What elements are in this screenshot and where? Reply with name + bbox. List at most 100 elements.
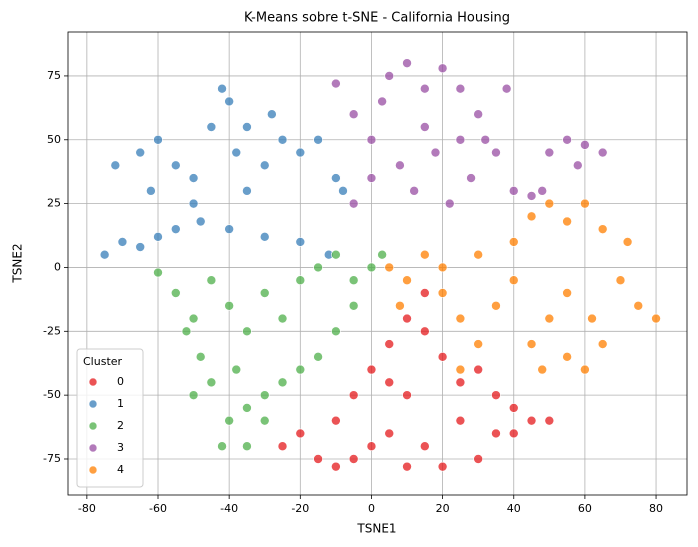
- scatter-point: [377, 96, 387, 107]
- scatter-point: [491, 300, 501, 311]
- scatter-point: [206, 377, 217, 388]
- scatter-point: [277, 134, 288, 145]
- scatter-point: [491, 147, 501, 158]
- scatter-point: [277, 441, 288, 452]
- scatter-point: [473, 339, 483, 349]
- scatter-point: [224, 300, 234, 311]
- scatter-point: [420, 441, 430, 452]
- scatter-point: [402, 461, 412, 472]
- scatter-point: [508, 275, 519, 286]
- scatter-point: [206, 122, 217, 132]
- scatter-point: [242, 186, 252, 196]
- scatter-point: [508, 237, 519, 247]
- y-tick-label: 50: [47, 133, 61, 146]
- scatter-point: [437, 461, 448, 472]
- scatter-point: [420, 288, 430, 298]
- scatter-point: [242, 326, 252, 337]
- scatter-point: [313, 454, 323, 464]
- scatter-point: [242, 122, 252, 132]
- scatter-point: [402, 313, 412, 324]
- legend-marker: [88, 377, 98, 387]
- scatter-point: [242, 441, 252, 452]
- y-tick-label: 75: [47, 69, 61, 82]
- scatter-point: [366, 173, 377, 183]
- scatter-point: [572, 160, 583, 171]
- scatter-point: [224, 224, 234, 234]
- x-tick-label: 0: [368, 502, 375, 515]
- scatter-point: [395, 300, 405, 311]
- plot-frame: [67, 31, 688, 496]
- scatter-point: [313, 262, 323, 273]
- scatter-point: [622, 237, 633, 247]
- scatter-point: [508, 186, 519, 196]
- scatter-point: [188, 173, 199, 183]
- scatter-point: [562, 134, 572, 145]
- scatter-point: [135, 242, 146, 252]
- legend-marker: [88, 443, 98, 453]
- scatter-point: [420, 326, 430, 337]
- x-axis-label: TSNE1: [356, 522, 396, 536]
- x-tick-label: 20: [436, 502, 450, 515]
- scatter-point: [135, 147, 146, 158]
- scatter-point: [480, 134, 491, 145]
- scatter-point: [277, 377, 288, 388]
- scatter-point: [580, 198, 590, 209]
- legend: Cluster 0 1 2 3 4: [76, 348, 144, 488]
- scatter-point: [402, 58, 412, 68]
- scatter-point: [430, 147, 441, 158]
- chart-title: K-Means sobre t-SNE - California Housing: [244, 11, 510, 26]
- scatter-point: [295, 147, 306, 158]
- x-tick-label: -60: [149, 502, 167, 515]
- scatter-point: [188, 198, 199, 209]
- scatter-point: [110, 160, 121, 171]
- scatter-point: [259, 232, 270, 242]
- scatter-point: [295, 428, 306, 439]
- scatter-point: [146, 186, 156, 196]
- scatter-point: [437, 63, 448, 74]
- grid: [68, 32, 687, 495]
- scatter-point: [259, 160, 270, 171]
- scatter-point: [331, 173, 341, 183]
- scatter-point: [402, 275, 412, 286]
- scatter-point: [348, 198, 359, 209]
- scatter-point: [409, 186, 419, 196]
- scatter-point: [537, 186, 548, 196]
- scatter-point: [267, 109, 277, 120]
- scatter-point: [384, 71, 395, 81]
- scatter-point: [455, 415, 466, 426]
- scatter-point: [231, 147, 242, 158]
- scatter-point: [544, 147, 555, 158]
- scatter-point: [188, 313, 199, 324]
- scatter-point: [597, 224, 608, 234]
- scatter-point: [395, 160, 405, 171]
- scatter-point: [466, 173, 476, 183]
- scatter-point: [384, 377, 395, 388]
- scatter-point: [366, 364, 377, 375]
- scatter-point: [117, 237, 128, 247]
- scatter-point: [562, 216, 572, 227]
- scatter-point: [331, 249, 341, 260]
- scatter-point: [491, 390, 501, 400]
- scatter-point: [313, 134, 323, 145]
- y-tick-label: -25: [43, 324, 61, 337]
- scatter-point: [259, 288, 270, 298]
- scatter-point: [348, 109, 359, 120]
- scatter-point: [277, 313, 288, 324]
- scatter-point: [331, 461, 341, 472]
- scatter-point: [615, 275, 626, 286]
- scatter-point: [153, 267, 163, 278]
- scatter-point: [526, 191, 537, 201]
- scatter-point: [217, 441, 227, 452]
- scatter-point: [377, 249, 387, 260]
- scatter-point: [170, 224, 181, 234]
- scatter-point: [420, 83, 430, 94]
- scatter-point: [473, 249, 483, 260]
- y-axis-label: TSNE2: [11, 243, 25, 283]
- scatter-point: [420, 122, 430, 132]
- legend-marker: [88, 465, 98, 475]
- scatter-point: [313, 352, 323, 362]
- scatter-point: [526, 415, 537, 426]
- scatter-point: [188, 390, 199, 400]
